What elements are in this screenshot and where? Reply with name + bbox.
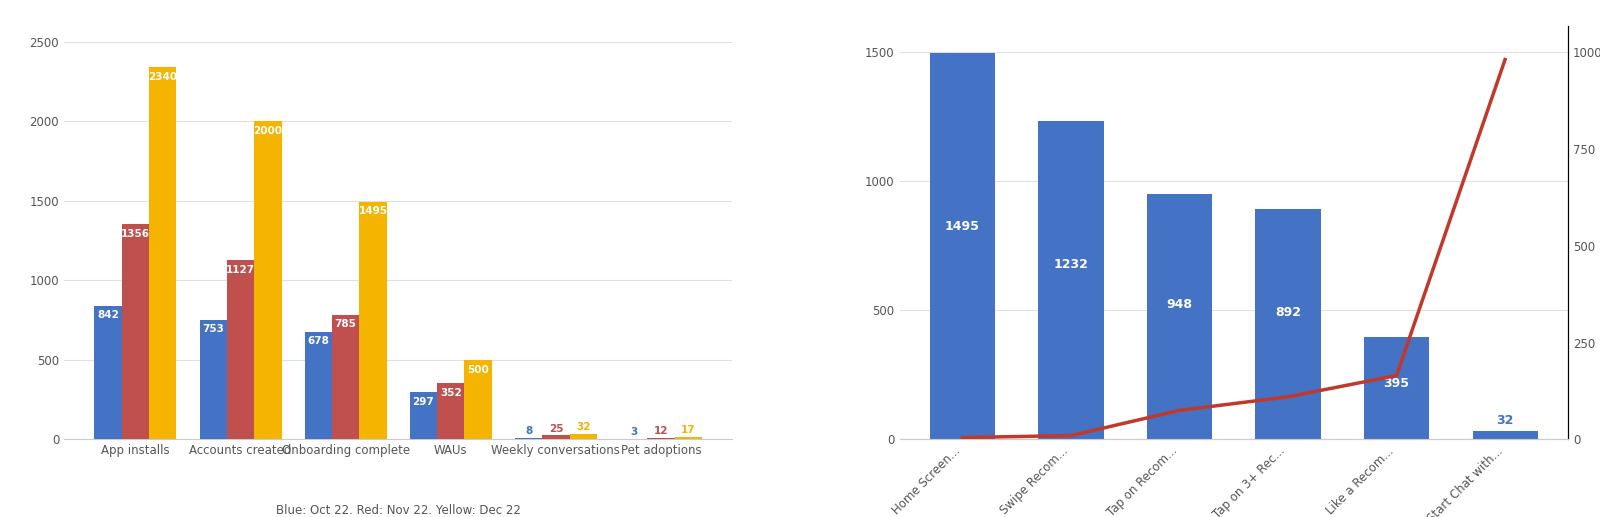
- Text: 678: 678: [307, 337, 330, 346]
- Text: 25: 25: [549, 423, 563, 434]
- Bar: [304, 331, 331, 439]
- Bar: [542, 435, 570, 439]
- Text: 17: 17: [682, 425, 696, 435]
- Bar: [675, 437, 702, 439]
- Bar: [94, 306, 122, 439]
- Bar: [149, 67, 176, 439]
- Bar: [464, 360, 491, 439]
- Text: 2340: 2340: [149, 72, 178, 82]
- Bar: [410, 392, 437, 439]
- Bar: [437, 384, 464, 439]
- Text: 1356: 1356: [122, 229, 150, 238]
- Text: Blue: Oct 22. Red: Nov 22. Yellow: Dec 22: Blue: Oct 22. Red: Nov 22. Yellow: Dec 2…: [275, 504, 520, 517]
- Text: 753: 753: [202, 325, 224, 334]
- Bar: [122, 224, 149, 439]
- Text: 2000: 2000: [253, 126, 282, 136]
- Text: 1232: 1232: [1053, 258, 1088, 271]
- Text: 3: 3: [630, 427, 637, 437]
- Bar: [1256, 209, 1320, 439]
- Bar: [570, 434, 597, 439]
- Text: 785: 785: [334, 320, 357, 329]
- Text: 395: 395: [1384, 377, 1410, 390]
- Text: 1127: 1127: [226, 265, 254, 275]
- Text: 8: 8: [525, 427, 533, 436]
- Text: 32: 32: [576, 422, 590, 432]
- Bar: [331, 314, 360, 439]
- Bar: [200, 320, 227, 439]
- Bar: [360, 202, 387, 439]
- Text: 842: 842: [98, 310, 118, 320]
- Text: 352: 352: [440, 388, 462, 398]
- Text: 948: 948: [1166, 298, 1192, 311]
- Bar: [1147, 194, 1213, 439]
- Bar: [227, 260, 254, 439]
- Text: 500: 500: [467, 364, 490, 375]
- Text: 1495: 1495: [358, 206, 387, 217]
- Text: 892: 892: [1275, 306, 1301, 319]
- Bar: [1472, 431, 1538, 439]
- Text: 12: 12: [654, 425, 669, 436]
- Text: 32: 32: [1496, 414, 1514, 427]
- Bar: [1038, 121, 1104, 439]
- Bar: [1363, 337, 1429, 439]
- Bar: [930, 53, 995, 439]
- Bar: [515, 438, 542, 439]
- Text: 297: 297: [413, 397, 434, 407]
- Bar: [648, 437, 675, 439]
- Text: 1495: 1495: [946, 220, 979, 233]
- Bar: [254, 121, 282, 439]
